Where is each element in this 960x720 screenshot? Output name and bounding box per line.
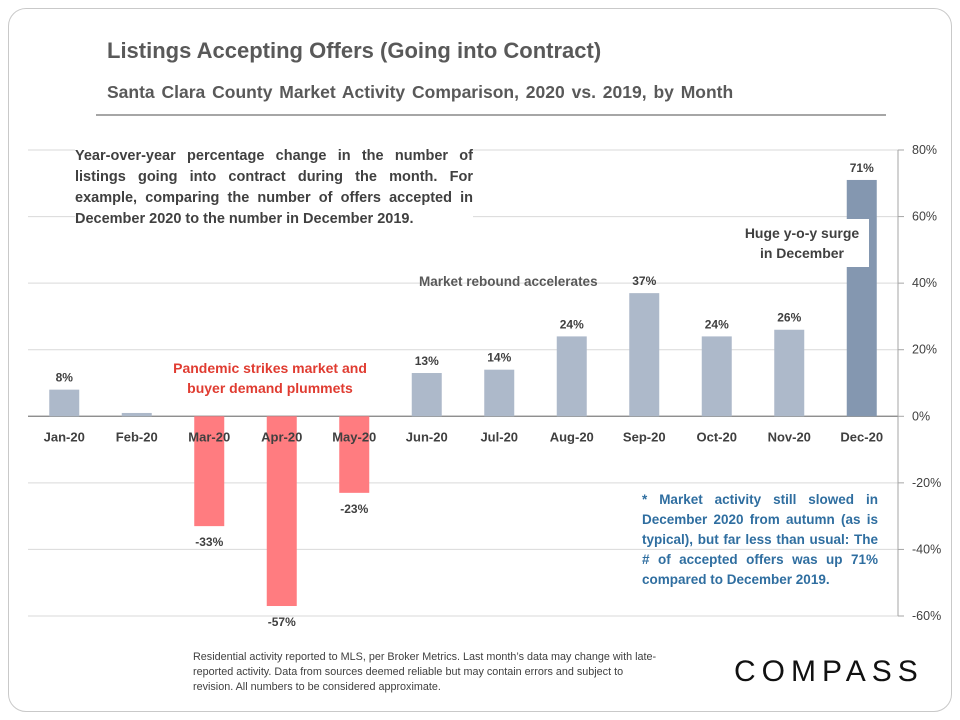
- data-label: -23%: [340, 502, 368, 516]
- bar-jan-20: [49, 389, 80, 417]
- category-label: Jul-20: [480, 429, 518, 444]
- data-label: 13%: [415, 354, 439, 368]
- december-note: * Market activity still slowed in Decemb…: [642, 492, 878, 587]
- bar-dec-20: [846, 179, 877, 417]
- chart-subtitle: Santa Clara County Market Activity Compa…: [107, 82, 734, 102]
- category-label: Jan-20: [44, 429, 85, 444]
- category-label: Sep-20: [623, 429, 666, 444]
- data-label: 26%: [777, 311, 801, 325]
- category-label: Apr-20: [261, 429, 302, 444]
- y-tick-label: -20%: [912, 476, 941, 490]
- chart-description: Year-over-year percentage change in the …: [75, 146, 473, 230]
- category-label: Dec-20: [840, 429, 883, 444]
- category-labels: Jan-20 Feb-20 Mar-20 Apr-20 May-20 Jun-20 Jul-…: [44, 429, 883, 444]
- data-label: 8%: [56, 371, 74, 385]
- bar-sep-20: [629, 293, 660, 417]
- data-label: 71%: [850, 161, 874, 175]
- bar-oct-20: [701, 336, 732, 417]
- y-tick-label: -60%: [912, 609, 941, 623]
- surge-line-1: Huge y-o-y surge: [744, 225, 860, 241]
- category-label: Oct-20: [697, 429, 737, 444]
- y-tick-label: 0%: [912, 409, 930, 423]
- category-label: Aug-20: [550, 429, 594, 444]
- title-divider: [96, 114, 886, 116]
- y-tick-label: -40%: [912, 542, 941, 556]
- data-label: 24%: [705, 317, 729, 331]
- data-label: -33%: [195, 535, 223, 549]
- y-tick-label: 40%: [912, 276, 937, 290]
- y-tick-label: 60%: [912, 210, 937, 224]
- bar-nov-20: [774, 329, 805, 417]
- bar-may-20: [339, 416, 370, 493]
- y-axis: 80% 60% 40% 20% 0% -20% -40% -60%: [897, 143, 941, 623]
- pandemic-line-2: buyer demand plummets: [187, 380, 353, 396]
- bars: [49, 179, 877, 607]
- bar-mar-20: [194, 416, 225, 527]
- y-tick-label: 80%: [912, 143, 937, 157]
- rebound-annotation: Market rebound accelerates: [419, 274, 598, 289]
- bar-feb-20: [121, 412, 152, 417]
- pandemic-line-1: Pandemic strikes market and: [173, 360, 367, 376]
- category-label: Nov-20: [768, 429, 811, 444]
- surge-annotation: Huge y-o-y surge in December: [735, 219, 869, 267]
- data-label: 14%: [487, 351, 511, 365]
- bar-aug-20: [556, 336, 587, 417]
- chart-title: Listings Accepting Offers (Going into Co…: [107, 38, 602, 63]
- category-label: May-20: [332, 429, 376, 444]
- y-tick-label: 20%: [912, 343, 937, 357]
- surge-line-2: in December: [759, 245, 845, 261]
- bar-jul-20: [484, 369, 515, 417]
- pandemic-annotation: Pandemic strikes market and buyer demand…: [150, 358, 390, 398]
- category-label: Mar-20: [188, 429, 230, 444]
- data-label: -57%: [268, 615, 296, 629]
- category-label: Jun-20: [406, 429, 448, 444]
- bar-jun-20: [411, 373, 442, 417]
- category-label: Feb-20: [116, 429, 158, 444]
- data-label: 37%: [632, 274, 656, 288]
- footer-disclaimer: Residential activity reported to MLS, pe…: [193, 651, 657, 693]
- data-labels: 8% -33% -57% -23% 13% 14% 24% 37% 24% 26% 71%: [56, 161, 875, 629]
- compass-logo: COMPASS: [734, 655, 924, 688]
- bar-apr-20: [266, 416, 297, 607]
- data-label: 24%: [560, 317, 584, 331]
